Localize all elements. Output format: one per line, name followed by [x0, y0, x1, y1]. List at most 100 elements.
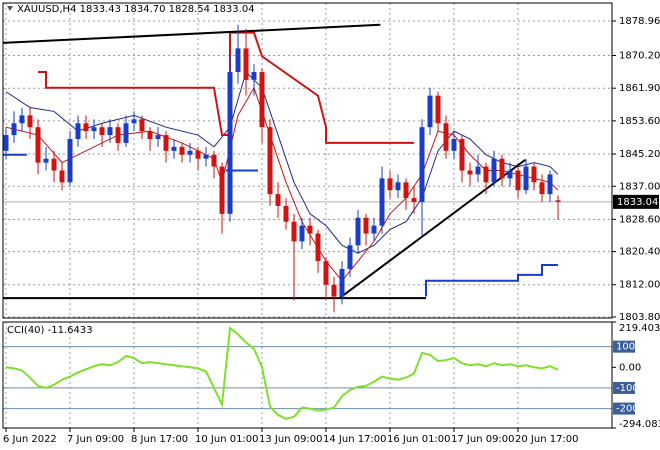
- candle-body: [555, 200, 561, 202]
- candle-body: [315, 233, 321, 262]
- x-tick-label: 10 Jun 01:00: [195, 434, 259, 445]
- candle-body: [403, 182, 409, 199]
- y-tick-label: 1803.80: [619, 312, 660, 323]
- candle-body: [155, 135, 161, 139]
- main-frame: [2, 2, 613, 319]
- y-tick-label: 1878.96: [619, 16, 660, 27]
- level-label: 100: [616, 342, 635, 353]
- candle-body: [43, 158, 49, 163]
- cci-frame: [2, 321, 613, 429]
- candle-body: [331, 284, 337, 297]
- candle-body: [363, 217, 369, 234]
- candle-body: [163, 135, 169, 151]
- candle-body: [83, 123, 89, 132]
- candle-body: [443, 123, 449, 151]
- chart-title: XAUUSD,H4 1833.43 1834.70 1828.54 1833.0…: [17, 4, 255, 15]
- candle-body: [259, 72, 265, 128]
- indicator-line: [425, 264, 558, 297]
- candle-body: [171, 146, 177, 151]
- candle-body: [211, 154, 217, 167]
- candle-body: [523, 166, 529, 191]
- candle-body: [275, 194, 281, 206]
- y-tick-label: 1837.00: [619, 181, 660, 192]
- candle-body: [203, 154, 209, 159]
- candle-body: [27, 115, 33, 128]
- candle-body: [427, 95, 433, 128]
- candle-body: [347, 245, 353, 269]
- y-tick-label: -294.0835: [619, 419, 660, 430]
- level-label-box: [613, 340, 635, 353]
- candle-body: [307, 225, 313, 234]
- x-tick-label: 17 Jun 09:00: [451, 434, 515, 445]
- candle-body: [491, 158, 497, 183]
- y-tick-label: 1820.40: [619, 247, 660, 258]
- candle-body: [99, 127, 105, 136]
- marks: [2, 23, 561, 420]
- candle-body: [235, 48, 241, 73]
- candle-body: [507, 170, 513, 179]
- candle-body: [459, 138, 465, 171]
- candle-body: [283, 205, 289, 222]
- level-label-box: [613, 381, 635, 394]
- candle-body: [35, 127, 41, 163]
- indicator-line: [2, 23, 381, 44]
- candle-body: [19, 115, 25, 124]
- candle-body: [115, 127, 121, 143]
- level-label: -200: [616, 404, 639, 415]
- candle-body: [227, 72, 233, 214]
- candle-body: [195, 150, 201, 159]
- candle-body: [411, 198, 417, 203]
- candle-body: [483, 166, 489, 183]
- candle-body: [539, 182, 545, 195]
- candle-body: [515, 170, 521, 191]
- candle-body: [395, 182, 401, 191]
- candle-body: [67, 138, 73, 183]
- candle-body: [251, 72, 257, 80]
- x-tick-label: 13 Jun 09:00: [259, 434, 323, 445]
- y-tick-label: 1870.20: [619, 51, 660, 62]
- candle-body: [451, 138, 457, 151]
- y-tick-label: 1861.90: [619, 83, 660, 94]
- x-tick-label: 8 Jun 17:00: [131, 434, 188, 445]
- candle-body: [139, 119, 145, 132]
- level-label-box: [613, 402, 635, 415]
- indicator-line: [5, 86, 559, 282]
- y-tick-label: 1812.00: [619, 280, 660, 291]
- candle-body: [387, 178, 393, 191]
- level-label: -100: [616, 383, 639, 394]
- candle-body: [107, 127, 113, 136]
- candle-body: [51, 158, 57, 171]
- x-tick-label: 7 Jun 09:00: [67, 434, 124, 445]
- cci-line: [5, 326, 559, 420]
- candle-body: [371, 225, 377, 234]
- candle-body: [419, 127, 425, 203]
- candle-body: [131, 119, 137, 124]
- candle-body: [339, 268, 345, 297]
- candle-body: [219, 166, 225, 214]
- candle-body: [547, 174, 553, 195]
- candle-body: [499, 158, 505, 179]
- x-tick-label: 16 Jun 01:00: [387, 434, 451, 445]
- y-tick-label: 1853.60: [619, 116, 660, 127]
- x-tick-label: 6 Jun 2022: [3, 434, 57, 445]
- candle-body: [91, 127, 97, 132]
- candle-body: [75, 123, 81, 139]
- candle-body: [291, 221, 297, 242]
- price-label: 1833.04: [617, 197, 658, 208]
- candle-body: [3, 135, 9, 151]
- x-tick-label: 14 Jun 17:00: [323, 434, 387, 445]
- candle-body: [123, 123, 129, 143]
- y-tick-label: 1845.20: [619, 149, 660, 160]
- y-tick-label: 0.00: [619, 362, 641, 373]
- candle-body: [379, 178, 385, 226]
- candle-body: [179, 146, 185, 155]
- candle-body: [299, 225, 305, 242]
- candle-body: [147, 131, 153, 139]
- candle-body: [475, 166, 481, 175]
- candle-body: [323, 261, 329, 285]
- candle-body: [435, 95, 441, 124]
- title-icon: [7, 6, 13, 11]
- candle-body: [531, 166, 537, 183]
